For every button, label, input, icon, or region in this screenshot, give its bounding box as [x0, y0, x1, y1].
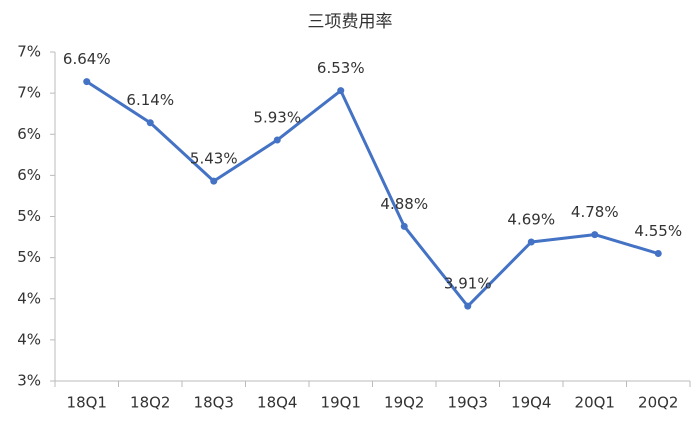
point: [337, 87, 345, 95]
y-tick-label: 7%: [17, 43, 41, 61]
x-tick-label: 19Q2: [384, 394, 424, 412]
y-tick-label: 4%: [17, 330, 41, 348]
y-tick-label: 6%: [17, 166, 41, 184]
data-label: 4.88%: [380, 195, 428, 213]
data-label: 5.93%: [253, 109, 301, 127]
y-tick-label: 5%: [17, 248, 41, 266]
x-tick-label: 18Q4: [257, 394, 297, 412]
y-tick-label: 6%: [17, 125, 41, 143]
data-label: 6.53%: [317, 59, 365, 77]
data-label: 5.43%: [190, 150, 238, 168]
data-label: 6.14%: [126, 91, 174, 109]
x-tick-label: 18Q2: [130, 394, 170, 412]
x-tick-label: 18Q3: [194, 394, 234, 412]
x-tick-label: 19Q4: [511, 394, 551, 412]
point: [591, 231, 599, 239]
data-label: 4.78%: [571, 203, 619, 221]
point: [83, 78, 91, 86]
data-label: 6.64%: [63, 50, 111, 68]
point: [273, 136, 281, 144]
y-tick-label: 7%: [17, 84, 41, 102]
y-tick-label: 5%: [17, 207, 41, 225]
chart-title: 三项费用率: [308, 12, 393, 32]
point: [146, 119, 154, 127]
point: [400, 222, 408, 230]
data-label: 3.91%: [444, 275, 492, 293]
x-tick-label: 19Q1: [321, 394, 361, 412]
x-tick-label: 18Q1: [67, 394, 107, 412]
point: [654, 250, 662, 258]
x-tick-label: 20Q2: [638, 394, 678, 412]
x-tick-label: 20Q1: [575, 394, 615, 412]
data-label: 4.69%: [507, 210, 555, 228]
y-tick-label: 3%: [17, 372, 41, 390]
data-label: 4.55%: [634, 222, 682, 240]
point: [527, 238, 535, 246]
line: [85, 80, 659, 308]
point: [464, 302, 472, 310]
point: [210, 177, 218, 185]
y-tick-label: 4%: [17, 289, 41, 307]
x-tick-label: 19Q3: [448, 394, 488, 412]
